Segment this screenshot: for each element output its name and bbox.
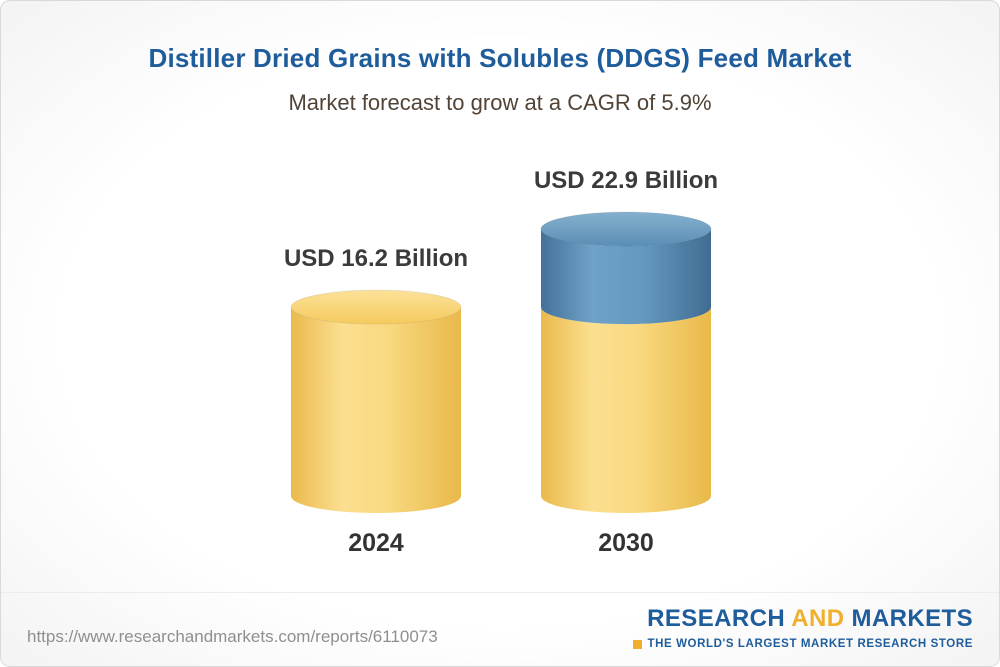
value-label-2024: USD 16.2 Billion [283,245,469,273]
logo-tagline-text: THE WORLD'S LARGEST MARKET RESEARCH STOR… [647,638,973,650]
cylinder-cap [540,211,712,247]
logo-square-icon [632,639,642,649]
logo-word-research: RESEARCH [647,605,786,632]
chart-title: Distiller Dried Grains with Solubles (DD… [148,43,852,73]
category-label-2024: 2024 [348,529,404,557]
cylinder-cap [290,289,462,325]
logo-word-markets: MARKETS [851,605,973,632]
report-url: https://www.researchandmarkets.com/repor… [27,627,438,646]
value-label-2030: USD 22.9 Billion [533,166,719,194]
category-label-2030: 2030 [598,529,654,557]
logo-wordmark: RESEARCH AND MARKETS [633,605,974,633]
logo-tagline: THE WORLD'S LARGEST MARKET RESEARCH STOR… [632,638,974,650]
cylinder-segment [291,307,461,513]
cylinder-segment [541,307,711,513]
chart-subtitle: Market forecast to grow at a CAGR of 5.9… [288,90,712,115]
footer: https://www.researchandmarkets.com/repor… [1,592,999,666]
chart-header: Distiller Dried Grains with Solubles (DD… [1,1,999,116]
cylinder-segment [541,228,711,325]
research-and-markets-logo: RESEARCH AND MARKETS THE WORLD'S LARGEST… [632,605,974,650]
logo-word-and: AND [791,605,845,632]
